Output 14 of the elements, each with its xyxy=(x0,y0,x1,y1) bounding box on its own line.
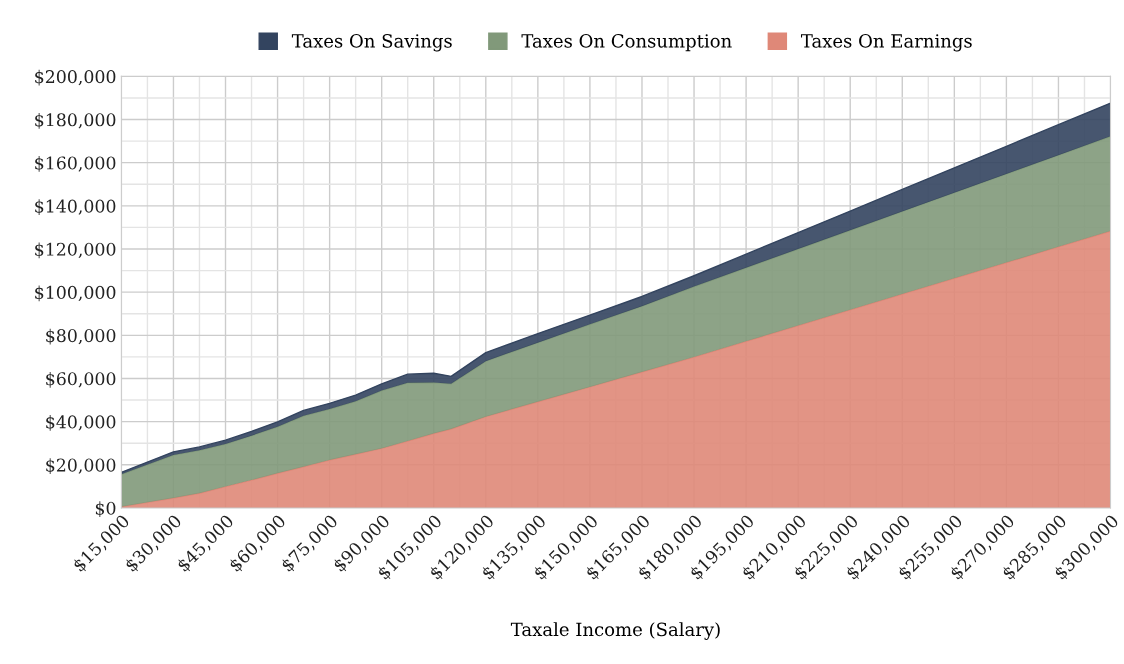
y-tick-label: $120,000 xyxy=(35,242,116,259)
legend-label: Taxes On Consumption xyxy=(521,34,732,52)
y-tick-label: $80,000 xyxy=(46,328,116,345)
y-tick-label: $40,000 xyxy=(46,415,116,431)
x-axis-title: Taxale Income (Salary) xyxy=(510,622,720,640)
y-tick-label: $100,000 xyxy=(35,285,116,302)
y-tick-label: $20,000 xyxy=(46,458,116,474)
y-tick-label: $200,000 xyxy=(35,69,116,86)
y-tick-label: $140,000 xyxy=(35,199,116,215)
y-tick-label: $160,000 xyxy=(35,156,116,172)
legend-label: Taxes On Earnings xyxy=(800,34,972,52)
y-tick-label: $180,000 xyxy=(35,112,116,129)
legend-label: Taxes On Savings xyxy=(291,34,452,52)
y-tick-label: $60,000 xyxy=(46,371,116,388)
